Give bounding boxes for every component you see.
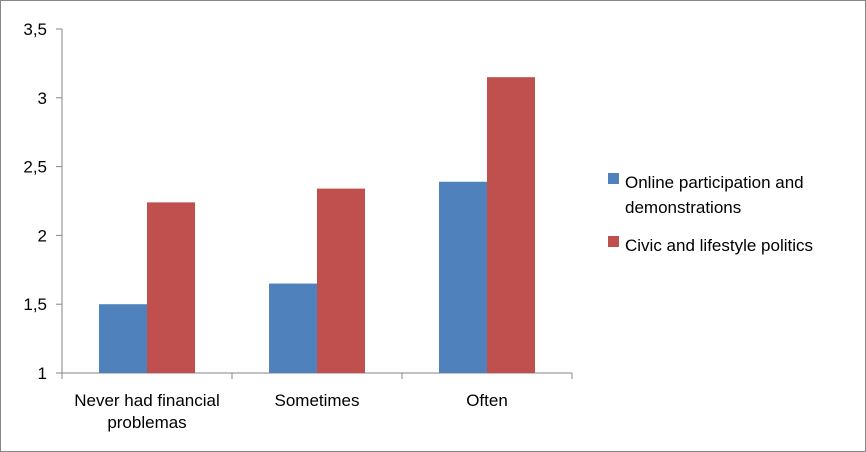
bar xyxy=(317,188,365,373)
category-label: problemas xyxy=(107,413,186,432)
legend-label: demonstrations xyxy=(625,198,741,217)
y-tick-label: 2 xyxy=(38,226,47,245)
y-tick-label: 2,5 xyxy=(23,158,47,177)
legend-label: Online participation and xyxy=(625,173,804,192)
y-tick-label: 1 xyxy=(38,364,47,383)
bar xyxy=(99,304,147,373)
bar xyxy=(269,283,317,373)
bar xyxy=(487,77,535,373)
legend-label: Civic and lifestyle politics xyxy=(625,236,813,255)
legend-swatch xyxy=(608,173,619,184)
bar xyxy=(439,181,487,373)
bar xyxy=(147,202,195,373)
legend-swatch xyxy=(608,236,619,247)
category-label: Sometimes xyxy=(274,391,359,410)
y-tick-label: 1,5 xyxy=(23,295,47,314)
y-tick-label: 3 xyxy=(38,89,47,108)
category-label: Often xyxy=(466,391,508,410)
y-tick-label: 3,5 xyxy=(23,20,47,39)
category-label: Never had financial xyxy=(74,391,220,410)
